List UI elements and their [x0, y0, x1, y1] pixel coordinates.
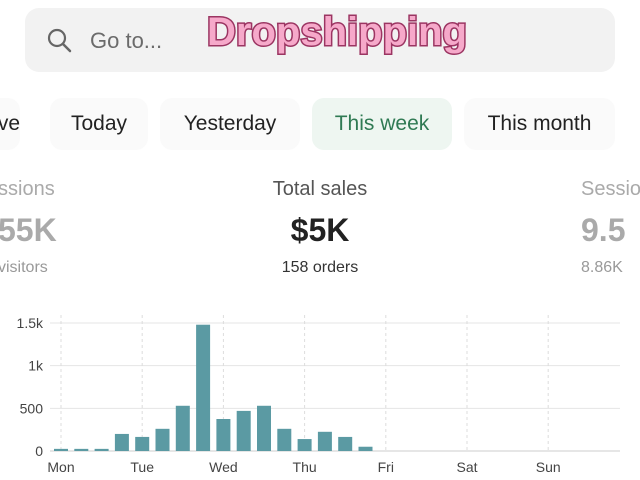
x-tick-label: Thu: [293, 459, 317, 475]
stat-sub: 8.86K: [581, 259, 623, 276]
stat-label: ssions: [0, 178, 55, 200]
bar: [236, 410, 251, 451]
search-placeholder: Go to...: [90, 28, 163, 53]
x-tick-label: Fri: [378, 459, 394, 475]
stat-value: $5K: [290, 212, 350, 248]
x-tick-label: Sat: [456, 459, 477, 475]
chart: 0 500 1k 1.5k Mon Tue Wed Thu Fri Sat Sun: [17, 315, 620, 475]
tab[interactable]: This week: [312, 98, 452, 150]
bar: [257, 405, 271, 451]
search-icon: [47, 28, 72, 53]
stat-value: 9.5: [581, 212, 626, 248]
y-tick-label: 0: [35, 443, 43, 459]
tab[interactable]: Today: [50, 98, 148, 150]
x-tick-label: Wed: [209, 459, 238, 475]
bar: [155, 428, 170, 451]
tab[interactable]: This month: [464, 98, 615, 150]
stat-label: Sessio: [581, 178, 640, 200]
bar: [317, 431, 332, 451]
search-bar[interactable]: [25, 8, 615, 72]
bar: [114, 433, 129, 451]
bar: [94, 448, 109, 451]
stat-value: 55K: [0, 212, 57, 248]
bar: [216, 419, 231, 451]
bar: [358, 446, 373, 451]
tab[interactable]: Yesterday: [160, 98, 300, 150]
x-tick-label: Mon: [47, 459, 74, 475]
stat-label: Total sales: [272, 178, 368, 200]
bar: [135, 436, 150, 451]
overlay-text: Dropshipping: [207, 10, 467, 54]
bar: [175, 405, 190, 451]
tab[interactable]: ve: [0, 98, 20, 150]
stat-sub: visitors: [0, 259, 48, 276]
x-tick-label: Sun: [536, 459, 561, 475]
overlay: Dropshipping: [206, 9, 469, 56]
stat-sub: 158 orders: [281, 259, 359, 276]
bar: [74, 448, 89, 451]
y-tick-label: 1k: [28, 358, 44, 374]
y-tick-label: 1.5k: [17, 315, 44, 331]
bar: [338, 436, 353, 451]
bar: [277, 428, 292, 451]
bar: [54, 448, 68, 451]
x-tick-label: Tue: [130, 459, 154, 475]
bar: [297, 439, 312, 451]
y-tick-label: 500: [20, 400, 44, 416]
bar: [196, 324, 211, 451]
